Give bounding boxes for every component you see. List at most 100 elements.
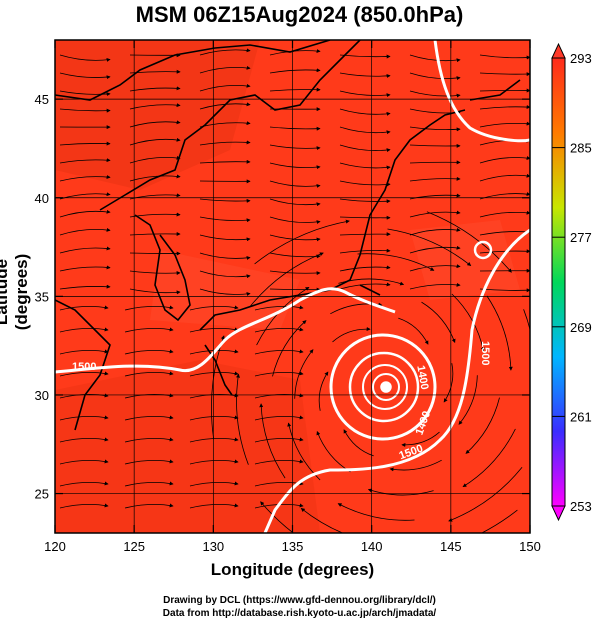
streamline	[59, 54, 111, 62]
streamline	[287, 422, 321, 481]
streamline	[339, 198, 391, 204]
coastline-korea	[134, 214, 191, 322]
streamline	[59, 415, 109, 421]
x-tick-label: 125	[123, 539, 145, 554]
streamline	[448, 467, 523, 522]
streamline	[254, 349, 304, 355]
streamline	[338, 278, 405, 286]
streamline	[236, 373, 249, 465]
streamline	[269, 162, 321, 170]
streamline	[254, 437, 304, 443]
streamline	[269, 68, 321, 74]
contour-1500-east	[433, 40, 530, 143]
streamline	[59, 108, 111, 113]
contour-label: 1500	[479, 341, 491, 365]
streamline	[199, 288, 251, 296]
streamline	[124, 371, 174, 377]
typhoon-ring-1	[329, 333, 437, 441]
contour-1500-small	[473, 240, 493, 260]
typhoon-center	[380, 381, 392, 393]
streamline	[199, 83, 251, 92]
streamline	[199, 270, 251, 279]
streamline	[339, 126, 391, 135]
streamline	[465, 397, 500, 454]
streamline	[254, 305, 304, 311]
streamline	[260, 501, 294, 533]
streamline	[409, 176, 461, 182]
x-tick-label: 145	[440, 539, 462, 554]
streamline	[189, 459, 239, 465]
streamline	[254, 459, 304, 465]
streamline	[387, 228, 472, 267]
x-tick-label: 150	[519, 539, 541, 554]
streamline	[254, 327, 304, 333]
map-field: 1500 1500 1500 1400 1400	[55, 40, 530, 533]
streamline	[458, 375, 478, 425]
y-tick-label: 25	[35, 487, 49, 502]
streamline	[409, 90, 461, 98]
x-axis-ticks: 120 125 130 135 140 145 150	[44, 40, 541, 554]
streamline	[59, 327, 109, 333]
streamline	[479, 173, 530, 182]
streamline	[339, 108, 391, 116]
streamline	[59, 90, 111, 97]
streamline	[189, 481, 239, 487]
streamline	[479, 88, 530, 93]
streamline	[409, 72, 461, 81]
streamline	[343, 429, 374, 457]
streamline	[259, 403, 286, 479]
streamline	[199, 252, 251, 260]
streamline	[409, 143, 461, 148]
streamline	[339, 162, 391, 170]
streamline	[523, 309, 530, 332]
streamline	[269, 144, 321, 151]
streamline	[339, 72, 391, 78]
typhoon-ring-3	[362, 364, 408, 410]
x-axis-label: Longitude (degrees)	[210, 560, 375, 579]
colorbar-ticks: 293 285 277 269 261 253	[552, 51, 592, 514]
streamline	[339, 144, 391, 153]
streamline	[339, 90, 391, 98]
streamline	[124, 459, 174, 465]
streamline	[189, 371, 239, 377]
streamline	[269, 180, 321, 188]
colorbar-tick-label: 277	[570, 230, 592, 245]
streamline	[409, 210, 461, 218]
credit-line-1: Drawing by DCL (https://www.gfd-dennou.o…	[163, 595, 436, 606]
streamline	[199, 102, 251, 110]
streamline	[254, 415, 304, 421]
streamline	[401, 431, 440, 447]
streamline	[269, 270, 321, 276]
colorbar: 293 285 277 269 261 253	[551, 42, 592, 522]
streamline	[269, 198, 321, 207]
streamline	[451, 293, 485, 352]
streamline	[479, 210, 530, 218]
streamline	[124, 349, 174, 355]
streamline	[199, 198, 251, 203]
streamline	[409, 264, 461, 272]
colorbar-tick-label: 293	[570, 51, 592, 66]
streamline	[339, 232, 391, 237]
streamline	[479, 121, 530, 128]
streamline	[443, 363, 454, 403]
y-tick-label: 40	[35, 191, 49, 206]
x-tick-label: 140	[361, 539, 383, 554]
streamline	[367, 488, 434, 496]
streamline	[272, 320, 307, 377]
pressure-contours	[55, 40, 530, 533]
streamline	[339, 265, 391, 272]
streamline	[479, 105, 530, 110]
streamline	[339, 215, 391, 220]
streamline	[337, 503, 415, 521]
light-region	[410, 220, 520, 300]
streamline	[318, 371, 329, 411]
streamline	[409, 245, 461, 254]
colorbar-top-arrow	[551, 42, 566, 59]
streamline	[479, 72, 530, 77]
typhoon-ring-4	[372, 373, 400, 401]
streamline	[254, 371, 304, 377]
streamline	[269, 252, 321, 259]
streamline	[59, 459, 109, 465]
streamline	[398, 317, 429, 345]
y-axis-ticks: 45 40 35 30 25	[35, 92, 530, 502]
